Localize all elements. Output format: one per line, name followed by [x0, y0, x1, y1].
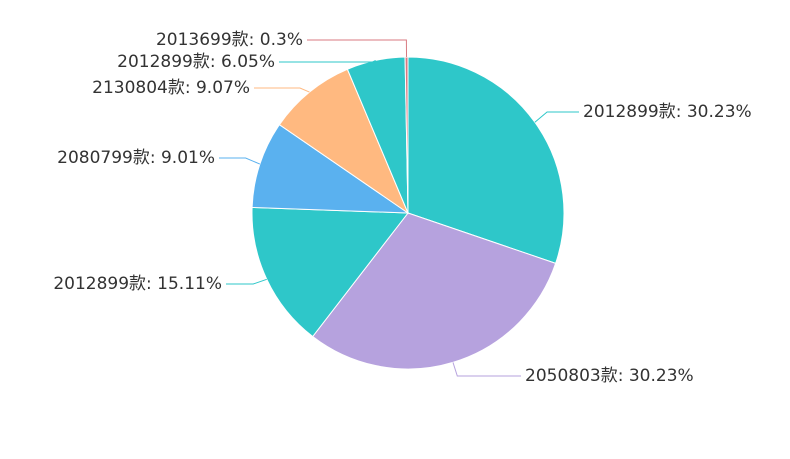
- leader-line: [226, 278, 267, 285]
- slice-label: 2012899款: 6.05%: [117, 52, 275, 72]
- leader-line: [307, 39, 408, 58]
- slice-label: 2013699款: 0.3%: [156, 30, 303, 50]
- leader-line: [219, 157, 261, 165]
- slice-label: 2050803款: 30.23%: [525, 366, 694, 386]
- leader-line: [254, 87, 310, 93]
- slice-label: 2080799款: 9.01%: [57, 148, 215, 168]
- pie-slice: [251, 123, 410, 214]
- pie-slice: [407, 56, 565, 264]
- slice-label: 2012899款: 30.23%: [583, 102, 752, 122]
- slice-label: 2130804款: 9.07%: [92, 78, 250, 98]
- slice-label: 2012899款: 15.11%: [53, 274, 222, 294]
- leader-line: [534, 111, 579, 123]
- pie-slice: [278, 68, 410, 215]
- pie-slice: [311, 212, 557, 370]
- leader-line: [452, 362, 521, 377]
- pie-slice: [251, 206, 409, 338]
- leader-line: [279, 59, 376, 63]
